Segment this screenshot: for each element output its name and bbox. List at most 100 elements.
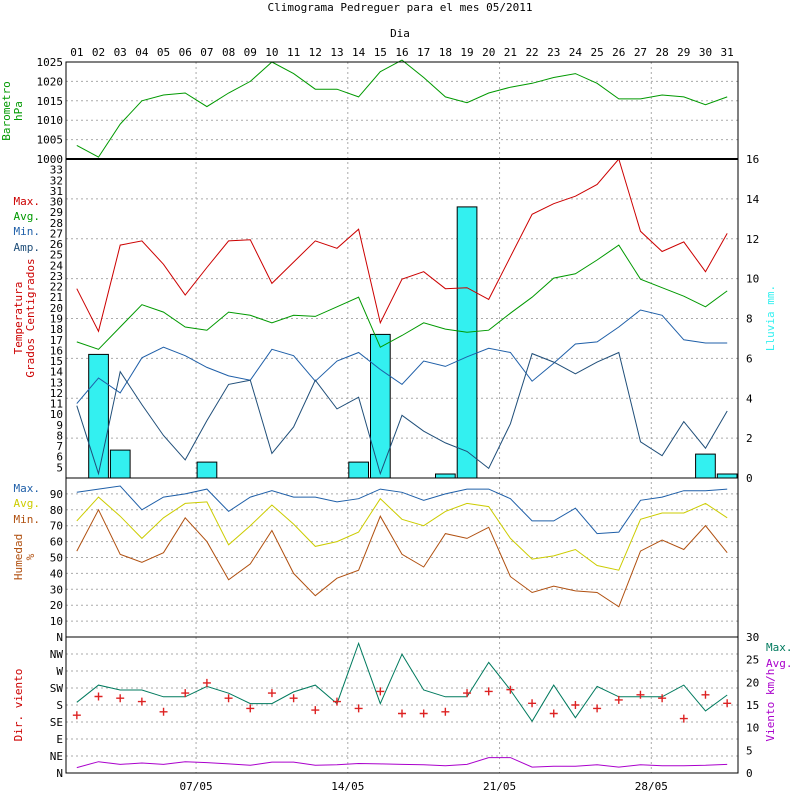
wind-dir-tick-2: E — [56, 733, 63, 746]
wind-dir-mark-21 — [506, 685, 515, 694]
wind-dir-mark-19 — [463, 689, 472, 698]
humidity-max-line — [76, 485, 728, 535]
wind-dir-mark-17 — [419, 709, 428, 718]
wind-dir-mark-16 — [398, 709, 406, 718]
day-label-27: 27 — [634, 46, 647, 59]
day-label-12: 12 — [309, 46, 322, 59]
wind-dir-mark-25 — [593, 704, 602, 713]
day-label-13: 13 — [330, 46, 343, 59]
wind-dir-mark-10 — [267, 689, 276, 698]
day-label-22: 22 — [525, 46, 538, 59]
temperature-tick-21: 21 — [50, 291, 63, 304]
humidity-axis-title: Humedad — [12, 534, 25, 580]
wind-speed-tick-20: 20 — [746, 676, 759, 689]
wind-dir-mark-31 — [723, 699, 732, 708]
day-label-06: 06 — [179, 46, 192, 59]
humidity-unit-label: % — [24, 553, 37, 560]
wind-dir-mark-13 — [332, 697, 341, 706]
barometer-tick-1020: 1020 — [37, 75, 64, 88]
wind-speed-tick-5: 5 — [746, 744, 753, 757]
wind-legend-1: Avg. — [766, 657, 793, 670]
rain-tick-12: 12 — [746, 233, 759, 246]
wind-speed-tick-15: 15 — [746, 699, 759, 712]
chart-title: Climograma Pedreguer para el mes 05/2011 — [268, 1, 533, 14]
rain-bar-02 — [88, 353, 109, 479]
temp-avg-line — [76, 244, 728, 350]
temperature-tick-26: 26 — [50, 238, 63, 251]
day-label-20: 20 — [482, 46, 495, 59]
week-label-07/05: 07/05 — [180, 780, 213, 793]
wind-dir-tick-0: N — [56, 767, 63, 780]
wind-dir-axis-title: Dir. viento — [12, 669, 25, 742]
rain-tick-16: 16 — [746, 153, 759, 166]
day-label-08: 08 — [222, 46, 235, 59]
day-label-02: 02 — [92, 46, 105, 59]
rain-tick-2: 2 — [746, 432, 753, 445]
wind-dir-tick-5: SW — [50, 682, 64, 695]
wind-dir-tick-7: NW — [50, 648, 64, 661]
wind-dir-mark-29 — [679, 714, 688, 723]
wind-dir-mark-15 — [376, 687, 385, 696]
wind-dir-mark-12 — [311, 706, 320, 715]
wind-speed-tick-10: 10 — [746, 722, 759, 735]
temperature-tick-28: 28 — [50, 217, 63, 230]
temperature-tick-24: 24 — [50, 259, 64, 272]
day-label-23: 23 — [547, 46, 560, 59]
humidity-tick-70: 70 — [50, 520, 63, 533]
wind-dir-mark-23 — [549, 709, 558, 718]
wind-dir-tick-8: N — [56, 631, 63, 644]
temperature-tick-30: 30 — [50, 196, 63, 209]
wind-dir-mark-18 — [441, 707, 450, 716]
wind-dir-tick-3: SE — [50, 716, 63, 729]
rain-bar-03 — [109, 449, 131, 479]
temperature-tick-32: 32 — [50, 174, 63, 187]
wind-dir-tick-4: S — [56, 699, 63, 712]
day-label-04: 04 — [135, 46, 149, 59]
temperature-legend-2: Min. — [14, 225, 41, 238]
humidity-tick-20: 20 — [50, 599, 63, 612]
temperature-tick-19: 19 — [50, 313, 63, 326]
wind-dir-tick-1: NE — [50, 750, 63, 763]
temperature-tick-18: 18 — [50, 323, 63, 336]
wind-dir-mark-24 — [571, 701, 580, 709]
week-label-28/05: 28/05 — [635, 780, 668, 793]
wind-dir-mark-27 — [636, 690, 645, 699]
wind-dir-mark-14 — [354, 704, 363, 713]
humidity-tick-30: 30 — [50, 583, 63, 596]
humidity-legend-1: Avg. — [14, 497, 41, 510]
barometer-tick-1000: 1000 — [37, 153, 64, 166]
barometer-tick-1025: 1025 — [37, 56, 64, 69]
tick-labels: 1000100510101015102010255678910111213141… — [37, 56, 760, 780]
wind-dir-mark-26 — [614, 695, 623, 704]
humidity-tick-50: 50 — [50, 552, 63, 565]
wind-dir-mark-06 — [181, 689, 190, 698]
temperature-tick-10: 10 — [50, 408, 63, 421]
humidity-avg-line — [76, 496, 728, 571]
barometer-tick-1010: 1010 — [37, 114, 64, 127]
wind-dir-mark-20 — [484, 687, 493, 696]
wind-dir-mark-05 — [159, 707, 168, 716]
rain-tick-6: 6 — [746, 352, 753, 365]
day-label-21: 21 — [504, 46, 517, 59]
barometer-tick-1005: 1005 — [37, 134, 64, 147]
temperature-tick-31: 31 — [50, 185, 63, 198]
temperature-axis-subtitle: Grados Centigrados — [24, 258, 37, 377]
day-label-30: 30 — [699, 46, 712, 59]
rain-bar-31 — [716, 473, 738, 479]
temp-min-line — [76, 309, 728, 404]
wind-dir-mark-04 — [137, 697, 146, 706]
wind-avg-line — [76, 757, 728, 769]
week-label-14/05: 14/05 — [331, 780, 364, 793]
rain-bar-19 — [456, 206, 478, 479]
temperature-tick-14: 14 — [50, 366, 64, 379]
wind-speed-tick-25: 25 — [746, 654, 759, 667]
day-label-10: 10 — [265, 46, 278, 59]
rain-tick-10: 10 — [746, 273, 759, 286]
wind-dir-mark-07 — [202, 678, 211, 687]
humidity-tick-40: 40 — [50, 567, 63, 580]
humidity-legend-0: Max. — [14, 482, 41, 495]
day-label-16: 16 — [395, 46, 408, 59]
temperature-tick-6: 6 — [56, 451, 63, 464]
temperature-tick-20: 20 — [50, 302, 63, 315]
